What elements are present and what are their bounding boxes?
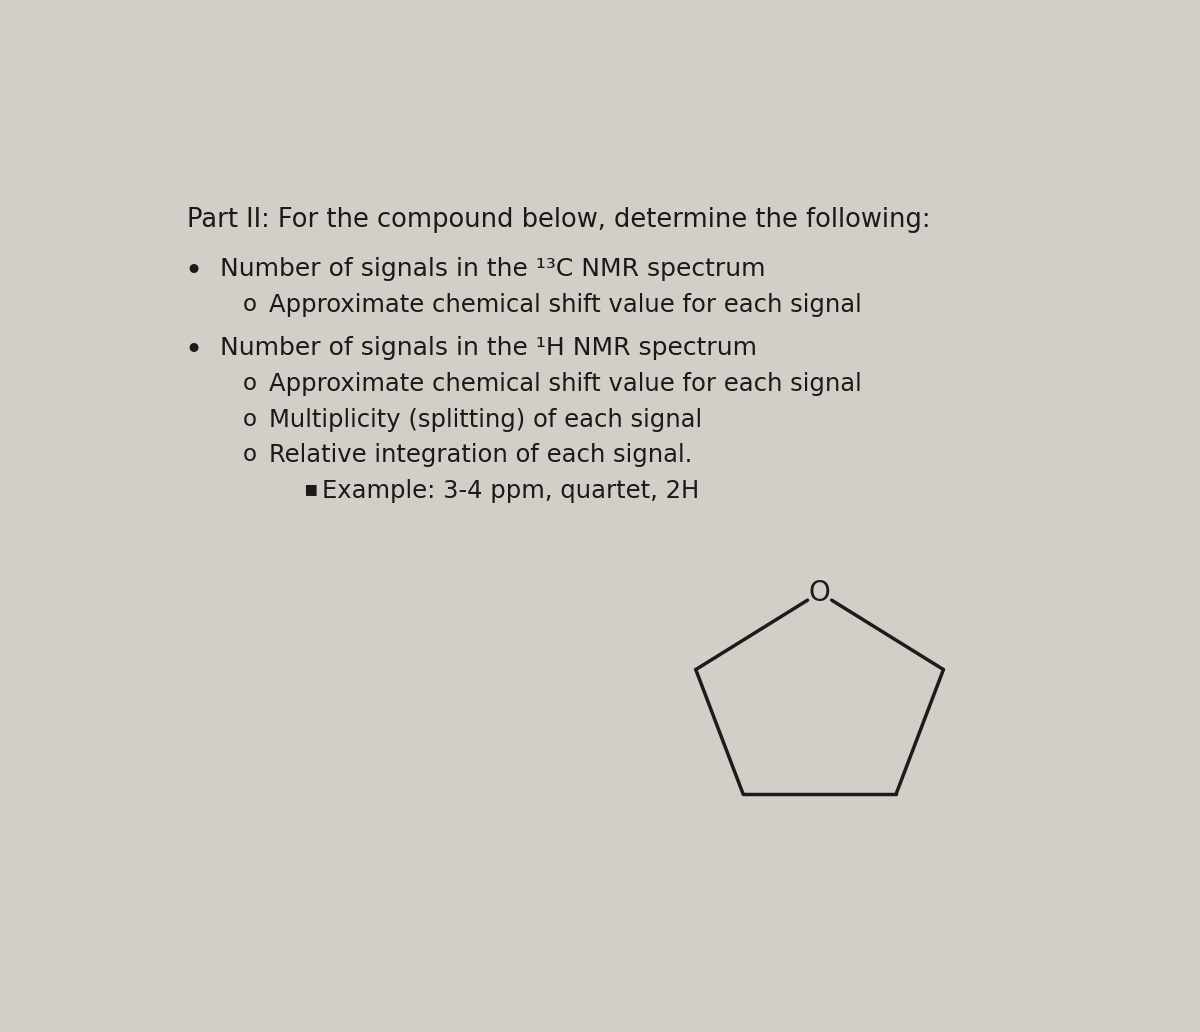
Text: o: o bbox=[242, 408, 257, 430]
Text: O: O bbox=[809, 579, 830, 607]
Text: Multiplicity (splitting) of each signal: Multiplicity (splitting) of each signal bbox=[269, 408, 702, 431]
Text: Part II: For the compound below, determine the following:: Part II: For the compound below, determi… bbox=[187, 207, 931, 233]
Text: Relative integration of each signal.: Relative integration of each signal. bbox=[269, 444, 692, 467]
Text: o: o bbox=[242, 372, 257, 395]
Text: Number of signals in the ¹H NMR spectrum: Number of signals in the ¹H NMR spectrum bbox=[220, 336, 757, 360]
Text: •: • bbox=[185, 336, 203, 365]
Text: Approximate chemical shift value for each signal: Approximate chemical shift value for eac… bbox=[269, 293, 862, 317]
Text: •: • bbox=[185, 257, 203, 286]
Text: o: o bbox=[242, 444, 257, 466]
Text: Number of signals in the ¹³C NMR spectrum: Number of signals in the ¹³C NMR spectru… bbox=[220, 257, 766, 282]
Text: o: o bbox=[242, 293, 257, 316]
Text: Example: 3-4 ppm, quartet, 2H: Example: 3-4 ppm, quartet, 2H bbox=[322, 479, 700, 503]
Text: Approximate chemical shift value for each signal: Approximate chemical shift value for eac… bbox=[269, 372, 862, 395]
Text: ▪: ▪ bbox=[304, 479, 318, 499]
